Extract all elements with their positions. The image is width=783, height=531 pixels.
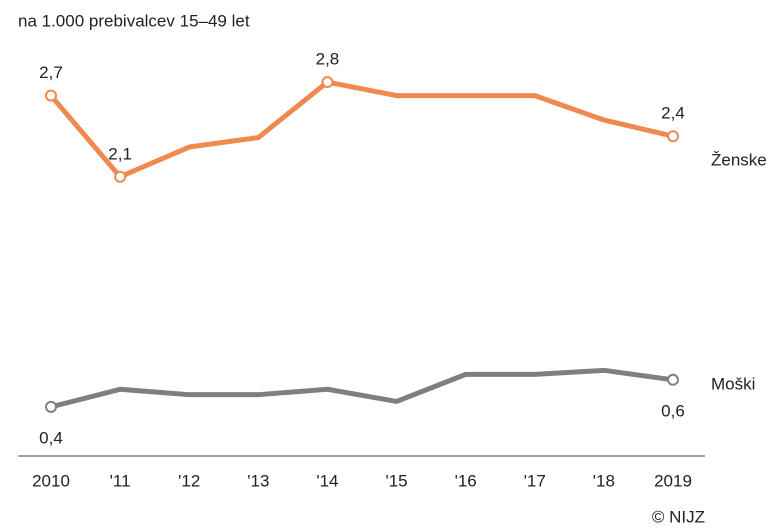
- point-marker: [667, 130, 679, 143]
- x-tick-label: '15: [385, 471, 407, 490]
- value-label: 0,4: [39, 428, 63, 447]
- point-marker: [667, 373, 679, 386]
- x-tick-label: '11: [110, 471, 131, 490]
- point-marker: [45, 89, 57, 102]
- series-name: Ženske: [711, 151, 767, 170]
- source: © NIJZ: [652, 507, 705, 526]
- value-label: 2,8: [316, 50, 340, 69]
- x-tick-label: '14: [316, 471, 338, 490]
- x-tick-label: 2010: [32, 471, 70, 490]
- x-tick-label: '16: [455, 471, 477, 490]
- point-marker: [321, 76, 334, 89]
- point-marker: [114, 170, 127, 183]
- value-label: 2,7: [39, 63, 63, 82]
- series-line: [50, 367, 674, 410]
- value-label: 0,6: [661, 401, 685, 420]
- chart-subtitle: na 1.000 prebivalcev 15–49 let: [18, 11, 250, 30]
- series-name: Moški: [711, 374, 755, 393]
- x-tick-label: '17: [524, 471, 546, 490]
- point-marker: [45, 400, 57, 413]
- x-tick-label: '13: [247, 471, 269, 490]
- value-label: 2,1: [108, 144, 132, 163]
- series-line: [49, 79, 674, 180]
- value-label: 2,4: [661, 104, 685, 123]
- x-tick-label: 2019: [654, 471, 692, 490]
- x-tick-label: '18: [593, 471, 615, 490]
- x-tick-label: '12: [178, 471, 200, 490]
